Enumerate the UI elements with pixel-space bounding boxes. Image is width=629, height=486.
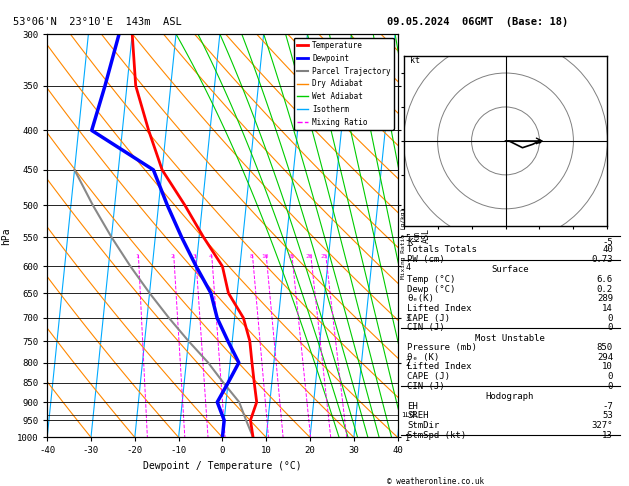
Text: 13: 13 [602,431,613,440]
Text: 294: 294 [597,353,613,362]
Text: Temp (°C): Temp (°C) [407,275,455,284]
Text: © weatheronline.co.uk: © weatheronline.co.uk [387,477,484,486]
Text: Totals Totals: Totals Totals [407,245,477,254]
Text: 0: 0 [608,372,613,381]
Text: Pressure (mb): Pressure (mb) [407,343,477,352]
Text: 15: 15 [287,255,294,260]
Text: StmSpd (kt): StmSpd (kt) [407,431,466,440]
Text: 6.6: 6.6 [597,275,613,284]
Text: 1: 1 [135,255,139,260]
Text: 0.73: 0.73 [591,255,613,264]
Text: 40: 40 [602,245,613,254]
Text: Lifted Index: Lifted Index [407,363,472,371]
Legend: Temperature, Dewpoint, Parcel Trajectory, Dry Adiabat, Wet Adiabat, Isotherm, Mi: Temperature, Dewpoint, Parcel Trajectory… [294,38,394,130]
Text: 53°06'N  23°10'E  143m  ASL: 53°06'N 23°10'E 143m ASL [13,17,181,27]
Text: -5: -5 [602,238,613,247]
Text: Mixing Ratio (g/kg): Mixing Ratio (g/kg) [401,208,406,279]
Text: CIN (J): CIN (J) [407,323,445,332]
Text: 25: 25 [321,255,328,260]
Text: 2: 2 [170,255,174,260]
Text: SREH: SREH [407,412,428,420]
Text: Surface: Surface [491,265,529,275]
Text: 0: 0 [608,313,613,323]
Text: 4: 4 [208,255,212,260]
Text: CAPE (J): CAPE (J) [407,372,450,381]
Text: Dewp (°C): Dewp (°C) [407,285,455,294]
Text: 09.05.2024  06GMT  (Base: 18): 09.05.2024 06GMT (Base: 18) [387,17,568,27]
Text: 0: 0 [608,323,613,332]
Text: CAPE (J): CAPE (J) [407,313,450,323]
Text: θₑ(K): θₑ(K) [407,295,434,303]
Text: 327°: 327° [591,421,613,430]
X-axis label: Dewpoint / Temperature (°C): Dewpoint / Temperature (°C) [143,461,302,471]
Text: 1LCL: 1LCL [401,412,418,418]
Text: 3: 3 [192,255,196,260]
Text: kt: kt [411,56,420,65]
Y-axis label: hPa: hPa [1,227,11,244]
Text: 8: 8 [249,255,253,260]
Text: 289: 289 [597,295,613,303]
Text: Most Unstable: Most Unstable [475,334,545,343]
Text: Lifted Index: Lifted Index [407,304,472,313]
Text: StmDir: StmDir [407,421,439,430]
Text: PW (cm): PW (cm) [407,255,445,264]
Text: 10: 10 [602,363,613,371]
Text: 14: 14 [602,304,613,313]
Y-axis label: km
ASL: km ASL [412,228,431,243]
Text: 850: 850 [597,343,613,352]
Text: 20: 20 [306,255,313,260]
Text: CIN (J): CIN (J) [407,382,445,391]
Text: EH: EH [407,402,418,411]
Text: Hodograph: Hodograph [486,392,534,401]
Text: 0.2: 0.2 [597,285,613,294]
Text: K: K [407,238,413,247]
Text: 10: 10 [261,255,269,260]
Text: -7: -7 [602,402,613,411]
Text: θₑ (K): θₑ (K) [407,353,439,362]
Text: 0: 0 [608,382,613,391]
Text: 53: 53 [602,412,613,420]
